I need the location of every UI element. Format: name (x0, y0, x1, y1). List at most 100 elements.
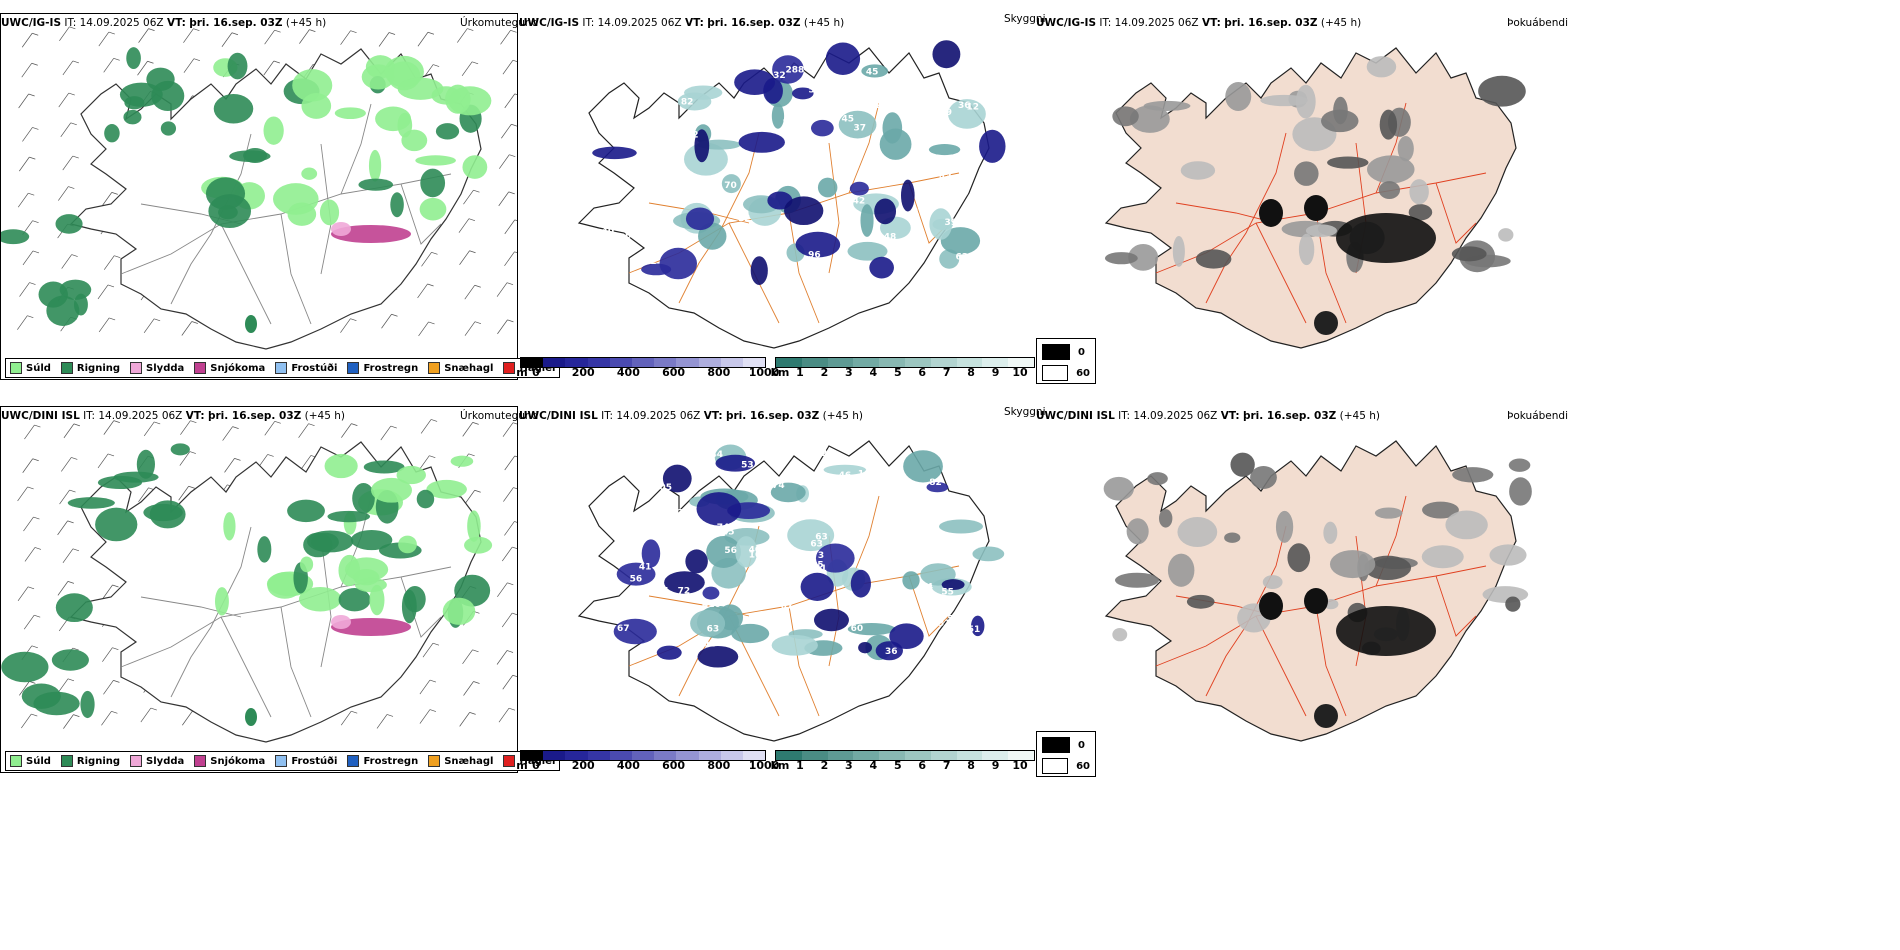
precip-type-panel: Súld Rigning Slydda Snjókoma Frostúði Frostre… (0, 406, 561, 773)
legend-item-1: Súld (10, 362, 51, 374)
fog-legend-swatch (1042, 737, 1070, 753)
cloud-base-value: 52 (646, 191, 659, 201)
precip-type-panel: Súld Rigning Slydda Snjókoma Frostúði Frostre… (0, 13, 561, 380)
legend-swatch (428, 362, 441, 374)
legend-label: Súld (26, 755, 51, 767)
visibility-tick: 1 (796, 366, 804, 379)
visibility-tick: 1 (796, 759, 804, 772)
legend-item-8: Haglél (503, 362, 555, 374)
visibility-value: 13 (737, 665, 750, 675)
cloud-base-value: 311 (938, 619, 957, 629)
cloud-base-colorbar (520, 750, 766, 761)
legend-swatch (60, 362, 73, 374)
colorbar-segment (1008, 358, 1034, 367)
legend-item-6: Frostregn (347, 755, 418, 767)
legend-label: Snjókoma (210, 362, 266, 374)
colorbar-segment (631, 358, 655, 367)
cloud-base-tick: 0 (532, 759, 540, 772)
visibility-tick: 10 (1012, 366, 1028, 379)
colorbar-segment (956, 751, 983, 760)
cloud-base-value: 43 (939, 173, 952, 183)
colorbar-segment (956, 358, 983, 367)
colorbar-segment (654, 751, 677, 760)
legend-label: Rigning (76, 755, 121, 767)
fog-panel-title: Þokuábendi (1507, 17, 1568, 29)
legend-swatch (275, 755, 288, 767)
cloud-base-value: 42 (599, 251, 612, 261)
colorbar-segment (801, 358, 828, 367)
cloud-base-colorbar (520, 357, 766, 368)
cloud-base-value: 410 (702, 600, 721, 610)
colorbar-segment (543, 751, 566, 760)
fog-legend-row: 60 (1042, 365, 1090, 381)
fog-legend-row: 0 (1042, 737, 1090, 753)
visibility-value: 12 (707, 299, 720, 309)
cloud-base-tick: 0 (532, 366, 540, 379)
legend-swatch (130, 362, 143, 374)
colorbar-segment (720, 751, 743, 760)
fog-panel-header: UWC/IG-IS IT: 14.09.2025 06Z VT: þri. 16… (1036, 17, 1362, 29)
cloud-base-value: 85 (859, 476, 872, 486)
cloud-base-value: 61 (657, 587, 670, 597)
colorbar-segment (982, 358, 1009, 367)
visibility-colorbar (775, 750, 1035, 761)
cloud-base-value: 67 (780, 601, 793, 611)
cloud-base-value: 46 (954, 450, 967, 460)
colorbar-segment (776, 358, 802, 367)
legend-label: Slydda (146, 362, 185, 374)
cloud-base-value: 65 (625, 231, 638, 241)
legend-item-4: Snjókoma (194, 362, 265, 374)
fog-legend-swatch (1042, 365, 1069, 381)
colorbar-segment (930, 751, 957, 760)
visibility-panel-header: UWC/DINI ISL IT: 14.09.2025 06Z VT: þri.… (519, 410, 863, 422)
cloud-base-value: 32 (659, 146, 672, 156)
cloud-base-value: 105 (653, 483, 672, 493)
colorbar-segment (720, 358, 743, 367)
legend-swatch (10, 755, 22, 767)
cloud-base-value: 61 (615, 488, 628, 498)
cloud-base-value: 74 (772, 481, 785, 491)
cloud-base-value: 41 (639, 563, 652, 573)
cloud-base-value: 52 (686, 130, 699, 140)
precip-panel-title: Úrkomutegund (460, 410, 539, 422)
colorbar-segment (1008, 751, 1034, 760)
cloud-base-tick: 600 (662, 366, 686, 379)
legend-item-8: Haglél (503, 755, 555, 767)
cloud-base-value: 45 (866, 68, 879, 78)
cloud-base-value: 12 (738, 214, 751, 224)
cloud-base-value: 45 (722, 527, 735, 537)
cloud-base-value: 45 (811, 561, 824, 571)
legend-item-3: Slydda (130, 362, 184, 374)
cloud-base-value: 37 (853, 124, 866, 134)
cloud-base-value: 42 (815, 449, 828, 459)
colorbar-segment (631, 751, 655, 760)
cloud-base-value: 288 (786, 66, 805, 76)
cloud-base-value: 45 (841, 115, 854, 125)
colorbar-segment (698, 751, 721, 760)
fog-legend-row: 0 (1042, 344, 1090, 360)
visibility-tick: 2 (820, 366, 829, 379)
colorbar-segment (827, 358, 854, 367)
cloud-base-value: 52 (808, 86, 821, 96)
cloud-base-value: 42 (853, 196, 866, 206)
visibility-panel-title: Skyggni (1004, 406, 1046, 418)
colorbar-segment (904, 751, 931, 760)
legend-label: Frostúði (291, 755, 338, 767)
cloud-base-value: 12 (976, 184, 989, 194)
cloud-base-value: 46 (717, 120, 730, 130)
cloud-base-value: 41 (668, 457, 681, 467)
cloud-base-value: 46 (938, 636, 951, 646)
cloud-base-value: 44 (921, 582, 934, 592)
legend-swatch (503, 362, 516, 374)
cloud-base-value: 82 (681, 97, 694, 107)
cloud-base-value: 39 (944, 218, 957, 228)
cloud-base-value: 39 (939, 108, 952, 118)
visibility-tick: 4 (869, 759, 878, 772)
legend-label: Frostregn (363, 362, 419, 374)
cloud-base-value: 55 (677, 188, 690, 198)
legend-item-1: Súld (10, 755, 51, 767)
cloud-base-value: 40 (873, 489, 886, 499)
cloud-base-value: 51 (968, 625, 981, 635)
legend-swatch (503, 755, 516, 767)
cloud-base-value: 72 (678, 587, 691, 597)
